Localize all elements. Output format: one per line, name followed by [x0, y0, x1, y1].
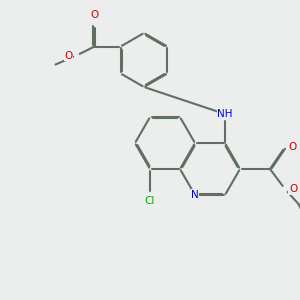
Text: Cl: Cl: [145, 196, 155, 206]
Text: O: O: [289, 184, 297, 194]
Text: O: O: [90, 10, 99, 20]
Text: O: O: [289, 142, 297, 152]
Text: O: O: [64, 50, 73, 61]
Text: N: N: [191, 190, 199, 200]
Text: NH: NH: [217, 109, 233, 119]
